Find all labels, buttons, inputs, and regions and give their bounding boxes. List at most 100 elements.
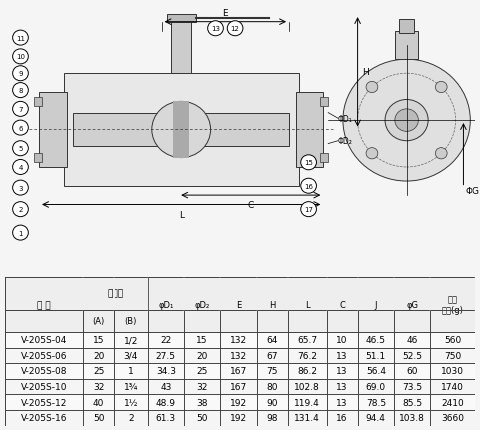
Circle shape — [12, 67, 28, 82]
Text: H: H — [269, 300, 276, 309]
Circle shape — [366, 82, 378, 93]
Text: L: L — [305, 300, 310, 309]
Text: 22: 22 — [160, 335, 171, 344]
Circle shape — [435, 82, 447, 93]
Text: 98: 98 — [266, 413, 278, 422]
Text: 15: 15 — [196, 335, 208, 344]
Text: 25: 25 — [196, 367, 208, 375]
Text: 32: 32 — [93, 382, 104, 391]
Circle shape — [395, 110, 419, 132]
Bar — [34, 98, 42, 107]
Text: V-205S-04: V-205S-04 — [21, 335, 67, 344]
FancyBboxPatch shape — [399, 20, 414, 34]
Text: 1/2: 1/2 — [124, 335, 138, 344]
Circle shape — [343, 60, 470, 181]
Text: (B): (B) — [125, 316, 137, 326]
Circle shape — [12, 31, 28, 46]
Text: 50: 50 — [93, 413, 104, 422]
Text: 13: 13 — [336, 382, 348, 391]
Circle shape — [12, 102, 28, 117]
FancyBboxPatch shape — [167, 15, 196, 23]
Text: 73.5: 73.5 — [402, 382, 422, 391]
Text: V-205S-06: V-205S-06 — [21, 351, 67, 360]
Text: 4: 4 — [18, 165, 23, 171]
Circle shape — [12, 226, 28, 240]
Text: 3: 3 — [18, 185, 23, 191]
Text: φD₂: φD₂ — [194, 300, 210, 309]
Text: 16: 16 — [304, 183, 313, 189]
Text: 75: 75 — [266, 367, 278, 375]
Text: 80: 80 — [266, 382, 278, 391]
Text: 67: 67 — [266, 351, 278, 360]
Text: 560: 560 — [444, 335, 461, 344]
Text: 90: 90 — [266, 398, 278, 407]
Text: 131.4: 131.4 — [294, 413, 320, 422]
Circle shape — [301, 202, 316, 217]
FancyBboxPatch shape — [73, 114, 289, 147]
Text: C: C — [248, 200, 254, 209]
Text: 102.8: 102.8 — [294, 382, 320, 391]
Circle shape — [208, 22, 223, 37]
Text: 7: 7 — [18, 107, 23, 113]
Bar — [320, 154, 328, 163]
Text: 192: 192 — [230, 413, 247, 422]
Text: 27.5: 27.5 — [156, 351, 176, 360]
Text: V-205S-16: V-205S-16 — [21, 413, 67, 422]
Text: 132: 132 — [230, 335, 247, 344]
Text: 11: 11 — [16, 36, 25, 42]
Text: J: J — [374, 300, 377, 309]
Circle shape — [301, 179, 316, 194]
Circle shape — [12, 141, 28, 157]
Text: 6: 6 — [18, 125, 23, 131]
Text: 17: 17 — [304, 207, 313, 213]
Text: V-205S-08: V-205S-08 — [21, 367, 67, 375]
Bar — [5, 363, 475, 379]
Text: 38: 38 — [196, 398, 208, 407]
Text: 25: 25 — [93, 367, 104, 375]
Text: 20: 20 — [196, 351, 208, 360]
Circle shape — [301, 155, 316, 170]
Circle shape — [12, 181, 28, 196]
Circle shape — [12, 160, 28, 175]
Text: 2410: 2410 — [442, 398, 464, 407]
Text: 概算
重量(g): 概算 重量(g) — [442, 295, 464, 314]
Text: ΦD₂: ΦD₂ — [338, 137, 353, 146]
Text: 20: 20 — [93, 351, 104, 360]
Circle shape — [152, 102, 211, 158]
Text: 13: 13 — [336, 398, 348, 407]
Text: 69.0: 69.0 — [366, 382, 386, 391]
Text: 1: 1 — [18, 230, 23, 236]
FancyBboxPatch shape — [171, 23, 191, 74]
Text: 12: 12 — [231, 26, 240, 32]
Text: 76.2: 76.2 — [297, 351, 317, 360]
Text: 型 式: 型 式 — [37, 300, 51, 309]
Text: 61.3: 61.3 — [156, 413, 176, 422]
Text: 15: 15 — [93, 335, 104, 344]
Text: 43: 43 — [160, 382, 171, 391]
Text: 1740: 1740 — [442, 382, 464, 391]
Text: 1½: 1½ — [123, 398, 138, 407]
Circle shape — [227, 22, 243, 37]
Text: 10: 10 — [16, 54, 25, 60]
Text: V-205S-10: V-205S-10 — [21, 382, 67, 391]
Text: 13: 13 — [336, 367, 348, 375]
Circle shape — [12, 121, 28, 136]
Circle shape — [435, 148, 447, 160]
Text: 34.3: 34.3 — [156, 367, 176, 375]
Text: V-205S-12: V-205S-12 — [21, 398, 67, 407]
Circle shape — [12, 202, 28, 217]
Text: 78.5: 78.5 — [366, 398, 386, 407]
FancyBboxPatch shape — [173, 102, 189, 158]
Text: H: H — [362, 68, 369, 77]
Text: 5: 5 — [18, 146, 23, 152]
Text: 64: 64 — [266, 335, 278, 344]
Text: 192: 192 — [230, 398, 247, 407]
Bar — [34, 154, 42, 163]
Text: 1: 1 — [128, 367, 133, 375]
FancyBboxPatch shape — [395, 32, 419, 60]
Text: 65.7: 65.7 — [297, 335, 317, 344]
Text: 16: 16 — [336, 413, 348, 422]
Text: E: E — [236, 300, 241, 309]
FancyBboxPatch shape — [63, 74, 299, 186]
Text: 呼び径: 呼び径 — [108, 289, 123, 298]
